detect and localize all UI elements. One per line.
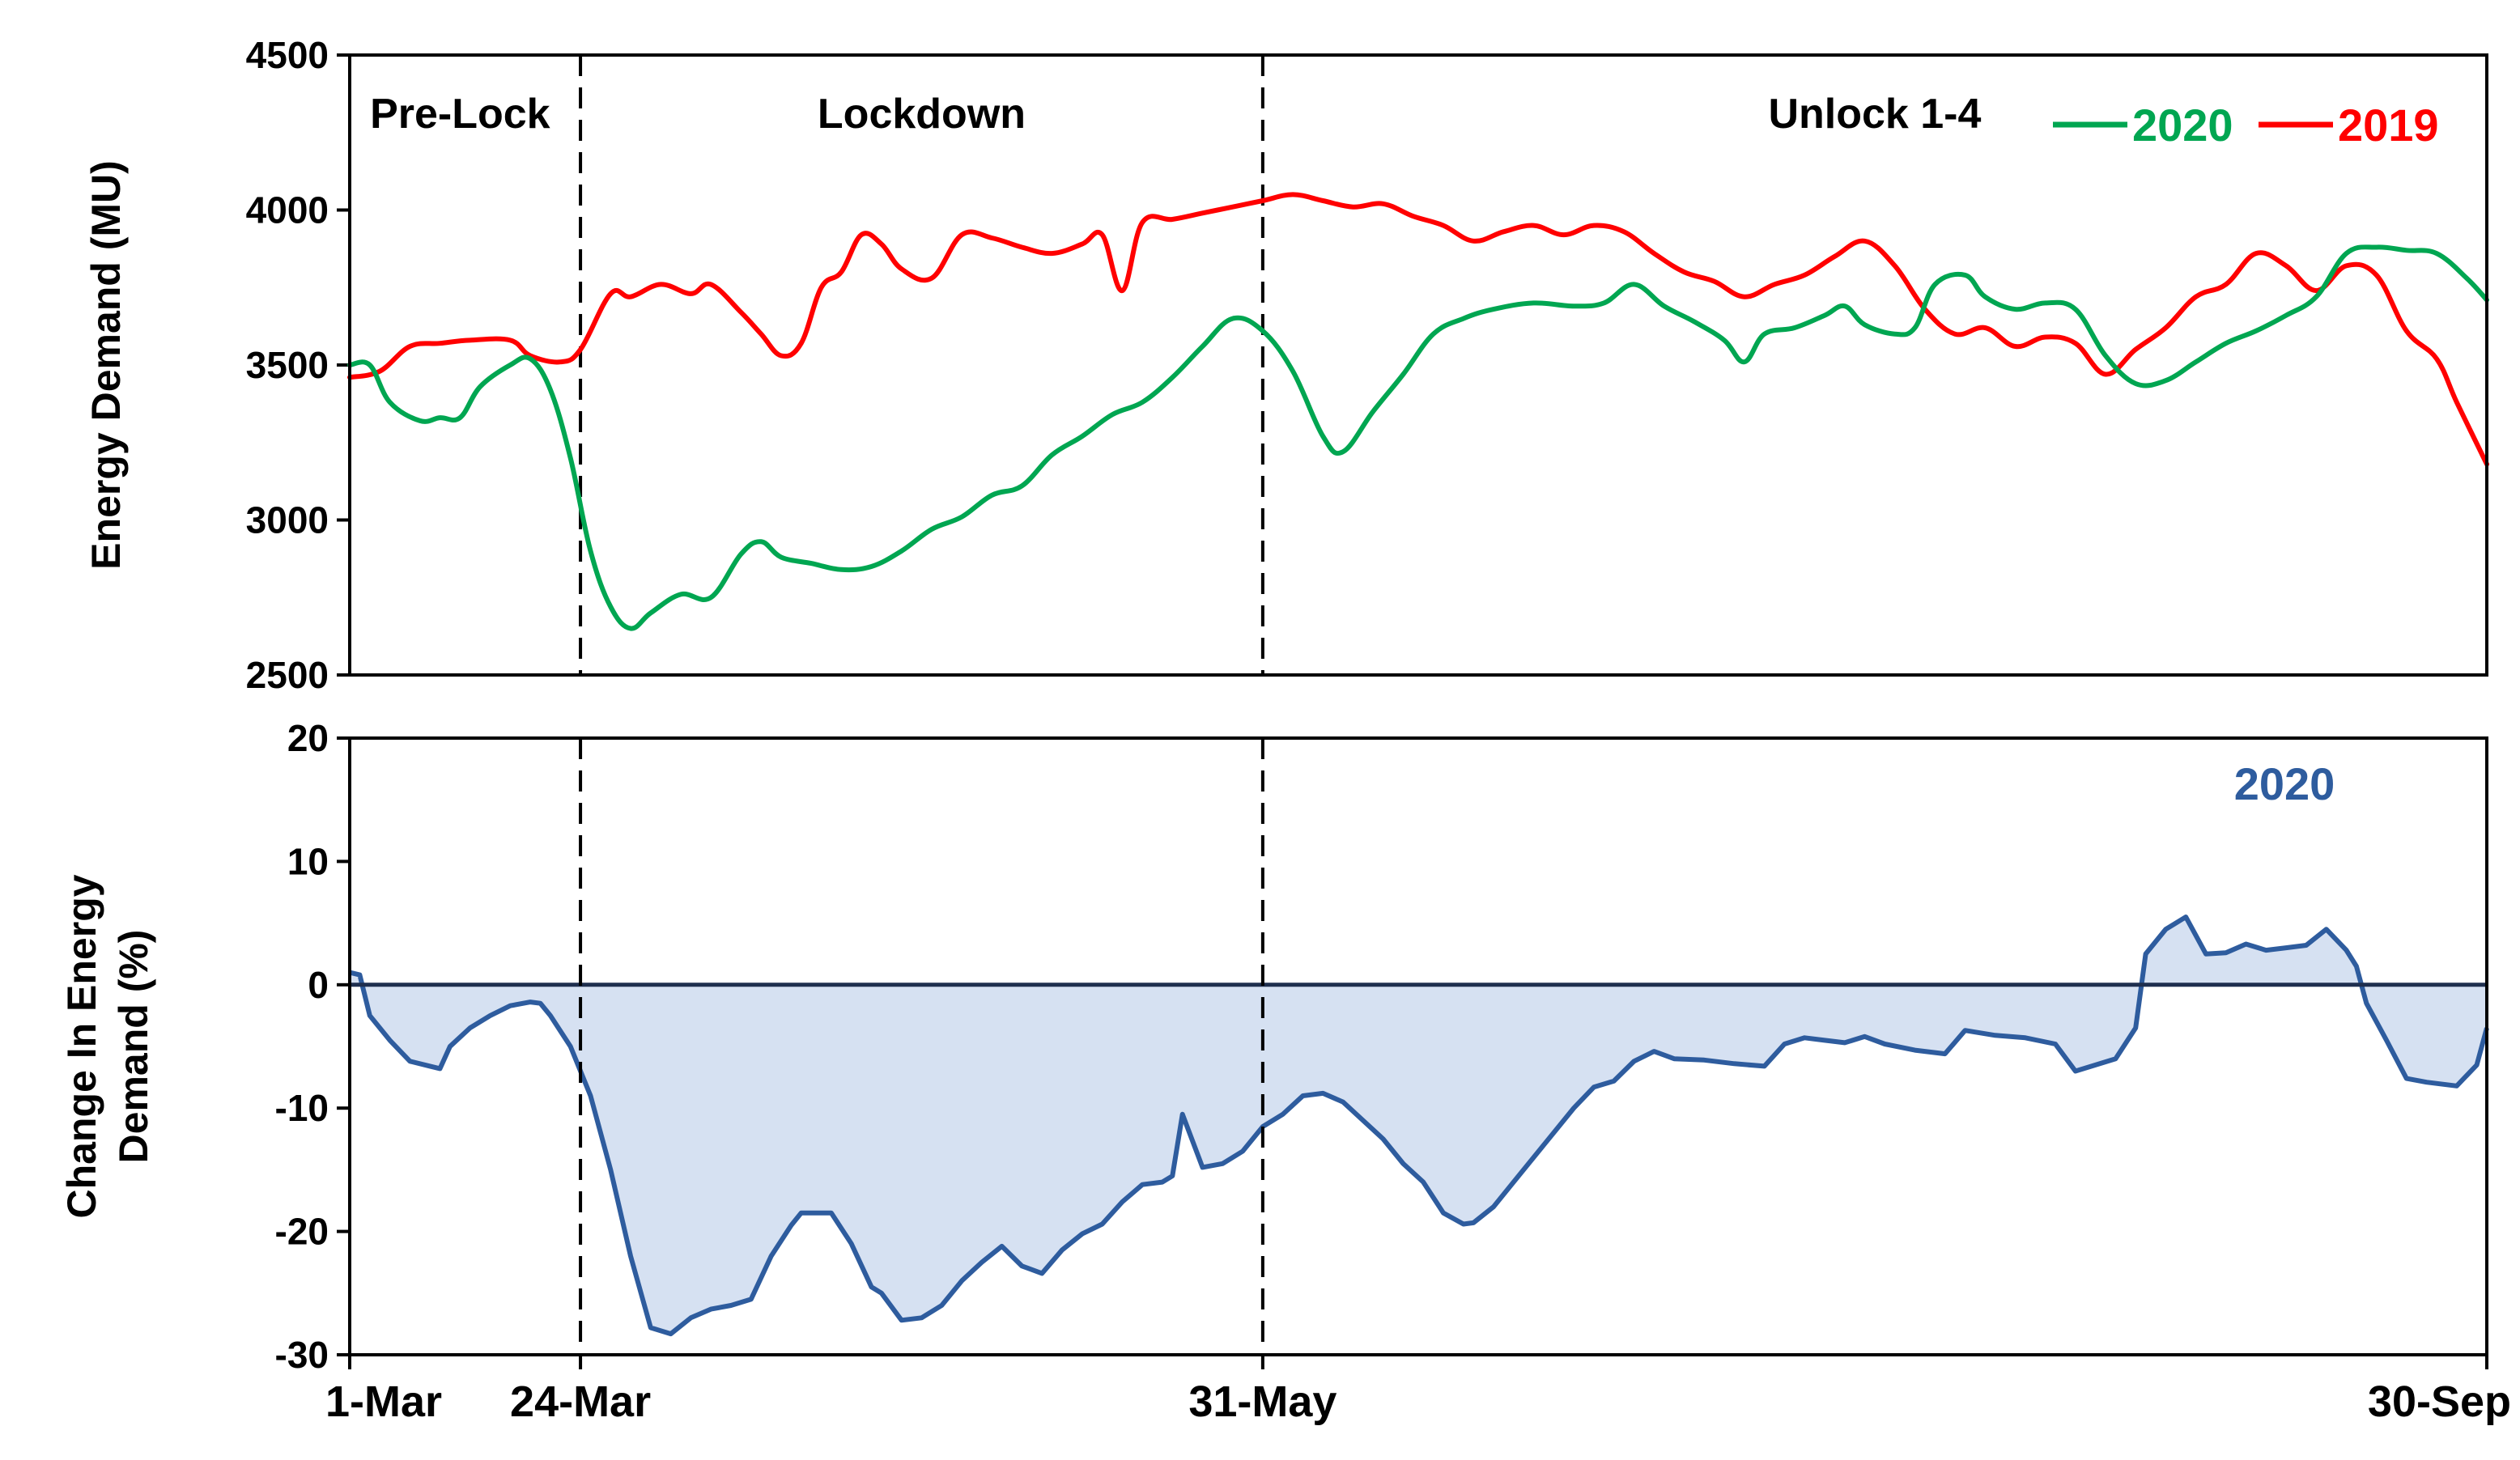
- bottom-y-ticks: -30 -20 -10 0 10 20: [275, 717, 350, 1376]
- x-tick-label: 1-Mar: [325, 1377, 442, 1426]
- bottom-plot-frame: [348, 736, 2488, 1356]
- x-tick-label: 31-May: [1188, 1377, 1336, 1426]
- bottom-y-tick-label: 20: [287, 717, 329, 759]
- x-tick-label: 30-Sep: [2368, 1377, 2511, 1426]
- top-y-tick-label: 3000: [246, 499, 329, 541]
- top-y-tick-label: 3500: [246, 344, 329, 386]
- phase-label: Lockdown: [818, 91, 1026, 138]
- x-tick-label: 24-Mar: [510, 1377, 651, 1426]
- bottom-y-tick-label: -30: [275, 1334, 329, 1376]
- top-y-ticks: 2500 3000 3500 4000 4500: [246, 34, 350, 696]
- top-series-lines: [347, 192, 2489, 631]
- bottom-phase-dividers: [579, 738, 1264, 1355]
- bottom-y-axis-label-line: Demand (%): [111, 930, 156, 1164]
- bottom-y-tick-label: 0: [308, 964, 329, 1006]
- top-y-tick-label: 2500: [246, 654, 329, 696]
- bottom-y-tick-label: -20: [275, 1211, 329, 1253]
- top-y-tick-label: 4000: [246, 189, 329, 231]
- top-y-tick-label: 4500: [246, 34, 329, 76]
- series-line-2020: [349, 915, 2489, 1337]
- phase-labels: Pre-Lock Lockdown Unlock 1-4: [370, 91, 1981, 138]
- top-legend: 2020 2019: [2053, 100, 2439, 151]
- phase-label: Pre-Lock: [370, 91, 550, 138]
- series-line-2019: [347, 192, 2489, 467]
- phase-label: Unlock 1-4: [1768, 91, 1981, 138]
- bottom-y-tick-label: -10: [275, 1087, 329, 1129]
- series-line-2020: [347, 244, 2489, 631]
- bottom-y-tick-label: 10: [287, 840, 329, 882]
- top-phase-dividers: [579, 55, 1264, 675]
- bottom-y-axis-label: Change In Energy Demand (%): [59, 874, 156, 1218]
- legend-label-2019: 2019: [2338, 100, 2439, 151]
- series-label-2020: 2020: [2234, 758, 2335, 809]
- bottom-panel-change: -30 -20 -10 0 10 20 Change In Energy Demand (%…: [59, 717, 2511, 1426]
- bottom-series-area: [349, 915, 2489, 1337]
- series-area-2020: [350, 917, 2487, 1335]
- top-y-axis-label: Energy Demand (MU): [83, 160, 129, 570]
- top-plot-frame: [348, 53, 2488, 677]
- legend-label-2020: 2020: [2132, 100, 2233, 151]
- x-axis-tick-labels: 1-Mar 24-Mar 31-May 30-Sep: [325, 1355, 2511, 1426]
- bottom-y-axis-label-line: Change In Energy: [59, 874, 104, 1218]
